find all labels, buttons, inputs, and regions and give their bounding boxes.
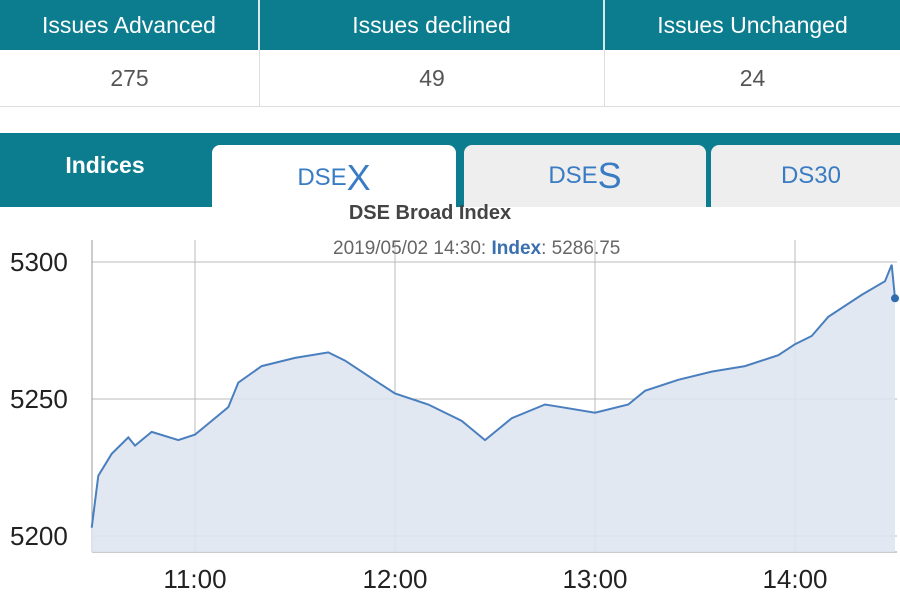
tab-dses[interactable]: DSE S	[464, 145, 706, 207]
tab-label: DSE	[297, 163, 347, 191]
series-line	[90, 264, 896, 528]
tab-label-suffix: X	[346, 156, 371, 198]
header-issues-advanced: Issues Advanced	[0, 0, 260, 50]
summary-header-row: Issues Advanced Issues declined Issues U…	[0, 0, 900, 50]
x-tick-label: 13:00	[562, 564, 627, 594]
area-fill	[91, 264, 895, 552]
tooltip-value: 5286.75	[551, 238, 621, 259]
x-tick-label: 14:00	[762, 564, 827, 594]
chart-title: DSE Broad Index	[348, 202, 512, 224]
tab-label: DS30	[780, 162, 842, 189]
tab-label: DSE	[548, 162, 598, 189]
y-tick-label: 5200	[10, 521, 68, 551]
summary-values-row: 275 49 24	[0, 50, 900, 107]
indices-label: Indices	[65, 152, 145, 178]
tooltip-key: Index	[491, 238, 542, 259]
value-issues-advanced: 275	[0, 50, 260, 106]
x-tick-label: 11:00	[163, 564, 226, 594]
tab-ds30[interactable]: DS30	[711, 145, 900, 207]
value-issues-unchanged: 24	[739, 64, 766, 91]
tab-dsex[interactable]: DSE X	[212, 145, 456, 210]
header-issues-declined: Issues declined	[260, 0, 605, 50]
tab-label-suffix: S	[597, 155, 622, 196]
tooltip-time: 2019/05/02 14:30	[333, 238, 481, 259]
x-tick-label: 12:00	[362, 564, 427, 594]
hover-marker	[891, 294, 899, 303]
header-issues-unchanged: Issues Unchanged	[657, 11, 848, 38]
y-tick-label: 5300	[10, 247, 68, 277]
value-issues-declined: 49	[260, 50, 605, 106]
y-tick-label: 5250	[10, 384, 68, 414]
tooltip: 2019/05/02 14:30: Index: 5286.75	[333, 238, 621, 259]
